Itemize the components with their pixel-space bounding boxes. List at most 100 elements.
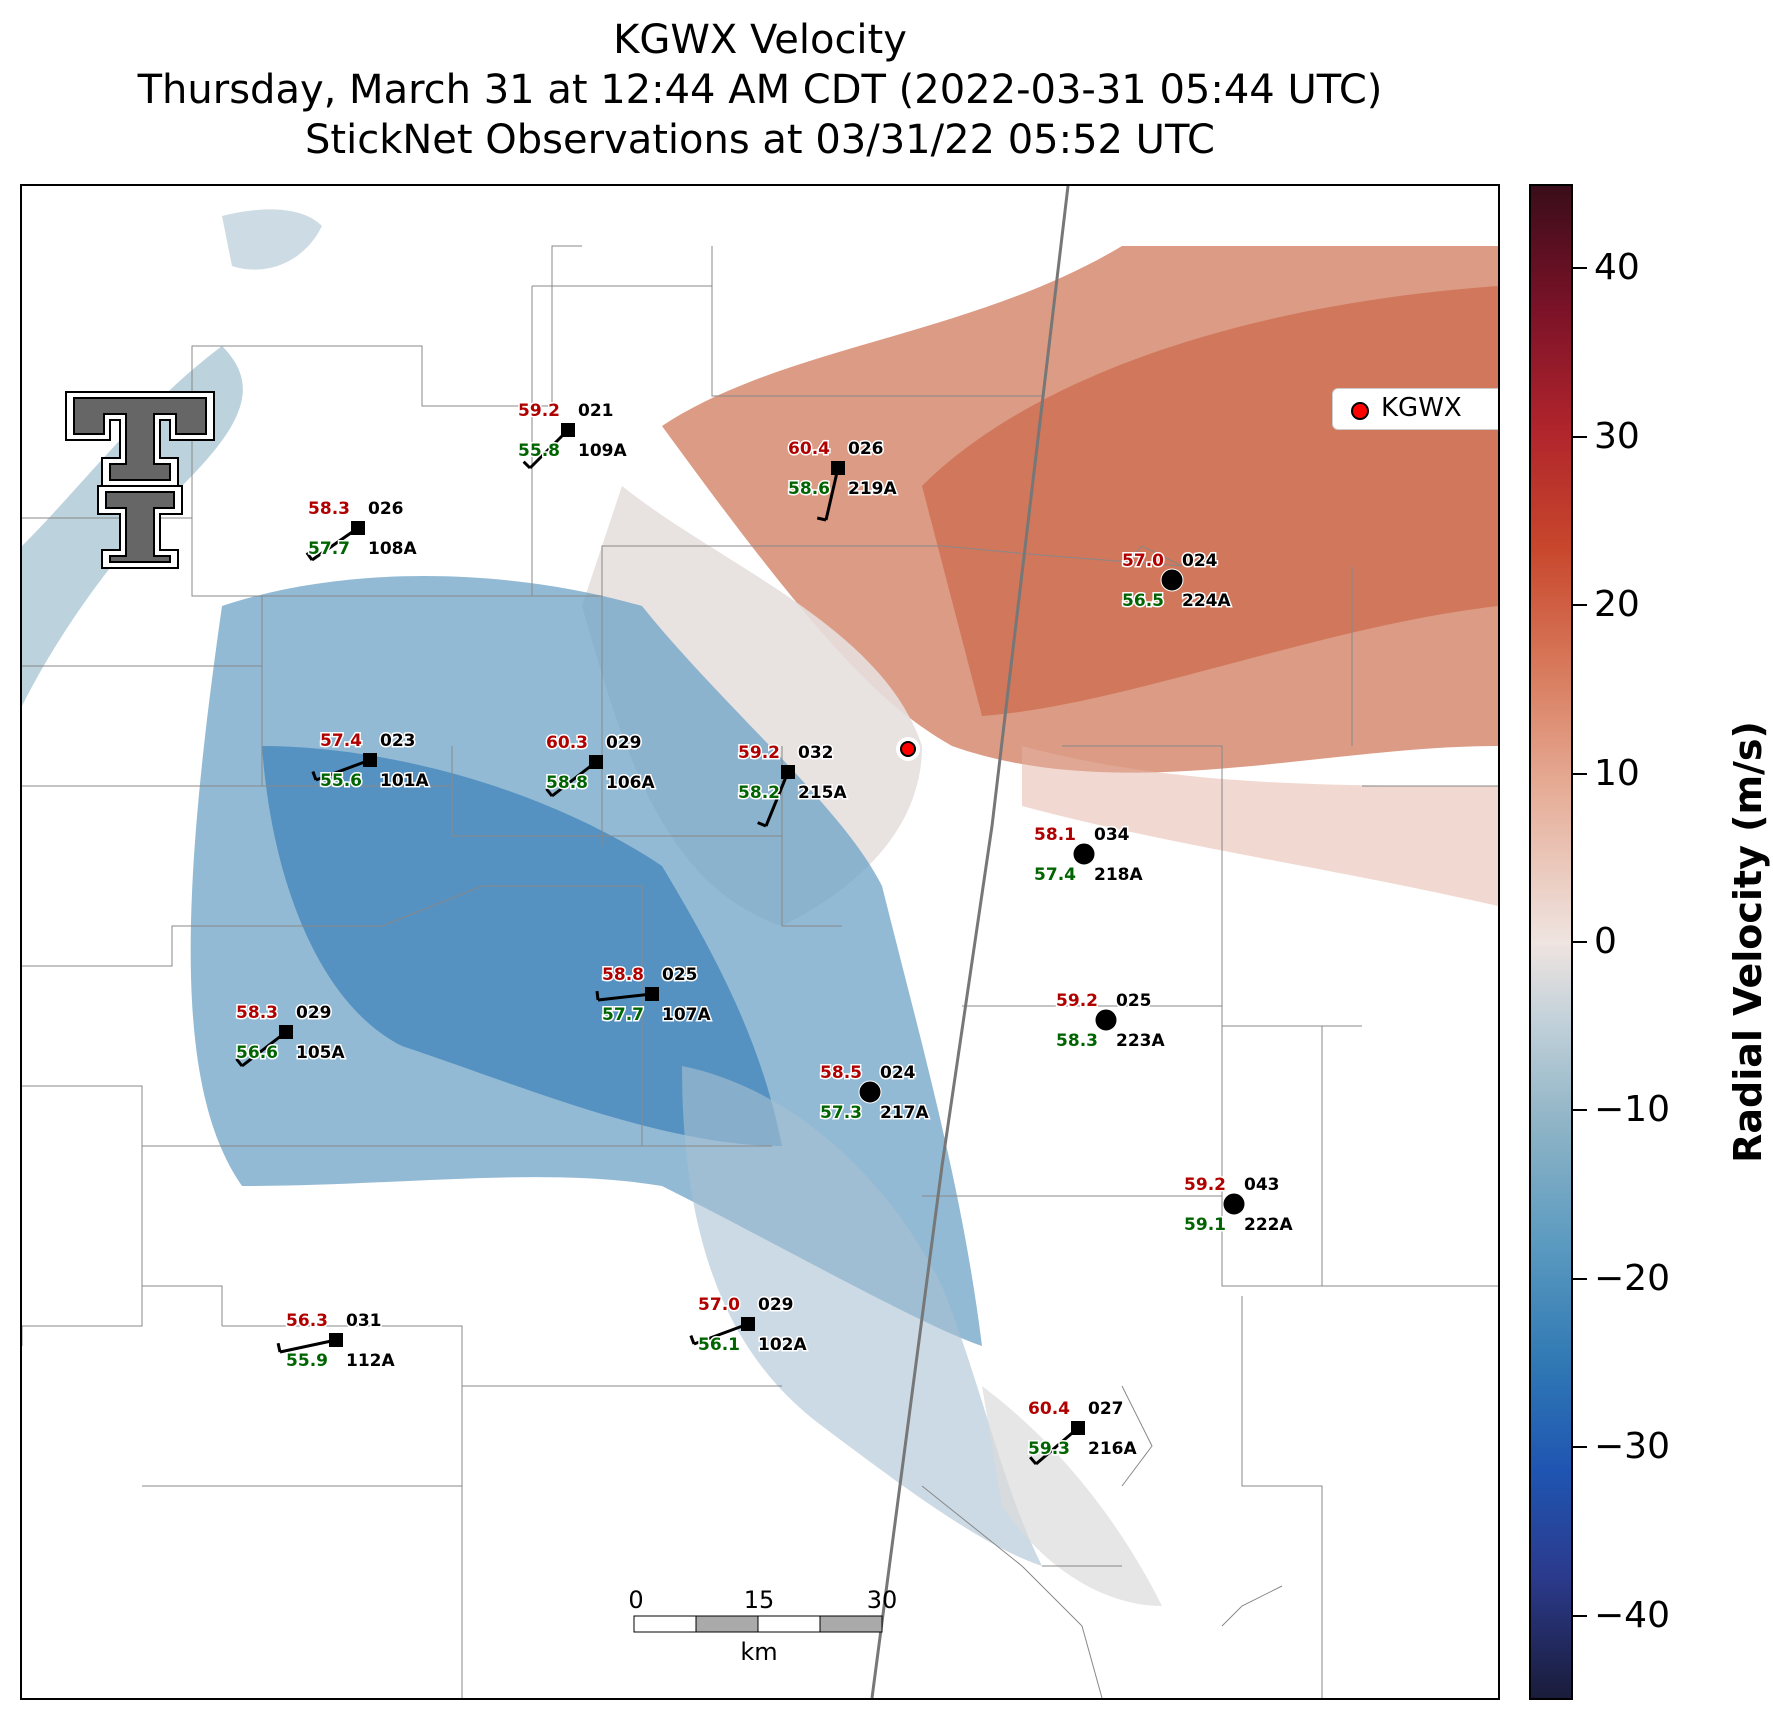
- station-107A: 58.8 025 57.7 107A: [595, 964, 713, 1027]
- colorbar-tick-label: 30: [1594, 415, 1640, 457]
- station-dewpoint: 57.7: [308, 539, 350, 559]
- station-222A: 59.2 043 59.1 222A: [1183, 1174, 1295, 1237]
- station-id: 218A: [1094, 865, 1143, 885]
- station-id: 106A: [606, 773, 655, 793]
- station-id: 217A: [880, 1103, 929, 1123]
- station-109A: 59.2 021 55.8 109A: [517, 400, 629, 470]
- wind-barb-flag-icon: [235, 1057, 244, 1067]
- station-wind-direction: 029: [606, 733, 642, 753]
- colorbar-tick: [1573, 1446, 1587, 1449]
- station-224A: 57.0 024 56.5 224A: [1121, 550, 1233, 613]
- station-dewpoint: 55.6: [320, 771, 362, 791]
- colorbar-tick-label: −20: [1594, 1257, 1670, 1299]
- colorbar-tick-label: 20: [1594, 584, 1640, 626]
- legend-radar-label: KGWX: [1381, 393, 1462, 423]
- station-id: 105A: [296, 1043, 345, 1063]
- station-temperature: 59.2: [1184, 1175, 1226, 1195]
- station-temperature: 58.3: [308, 499, 350, 519]
- chart-subtitle-time: Thursday, March 31 at 12:44 AM CDT (2022…: [137, 67, 1383, 113]
- station-217A: 58.5 024 57.3 217A: [819, 1062, 931, 1125]
- station-temperature: 60.3: [546, 733, 588, 753]
- station-temperature: 60.4: [1028, 1399, 1070, 1419]
- station-temperature: 57.0: [1122, 551, 1164, 571]
- station-dewpoint: 59.3: [1028, 1439, 1070, 1459]
- station-id: 222A: [1244, 1215, 1293, 1235]
- legend-radar-marker-icon: [1351, 402, 1369, 420]
- station-dewpoint: 58.8: [546, 773, 588, 793]
- station-216A: 60.4 027 59.3 216A: [1027, 1398, 1139, 1466]
- station-id: 224A: [1182, 591, 1231, 611]
- radar-map-canvas: 59.2 021 55.8 109A 60.4 026 58.6 219A 58.3 026 57.…: [22, 186, 1498, 1698]
- station-112A: 56.3 031 55.9 112A: [276, 1310, 397, 1373]
- wind-barb-flag-icon: [276, 1342, 282, 1353]
- wind-barb-flag-icon: [545, 787, 554, 797]
- colorbar-tick-label: 0: [1594, 921, 1617, 962]
- station-square-marker-icon: [351, 521, 365, 535]
- scale-label-15: 15: [744, 1586, 775, 1614]
- wind-barb-icon: [693, 1322, 749, 1346]
- station-id: 215A: [798, 783, 847, 803]
- station-wind-direction: 025: [662, 965, 698, 985]
- station-wind-direction: 029: [296, 1003, 332, 1023]
- colorbar-tick: [1573, 1277, 1587, 1280]
- state-boundary-line: [870, 186, 1070, 1698]
- wind-barb-icon: [824, 467, 840, 521]
- station-dewpoint: 56.6: [236, 1043, 278, 1063]
- colorbar-tick-label: 10: [1594, 752, 1640, 794]
- county-boundaries: [22, 245, 1498, 1698]
- map-legend: KGWX: [1332, 388, 1498, 430]
- colorbar-tick: [1573, 772, 1587, 775]
- station-temperature: 57.0: [698, 1295, 740, 1315]
- station-circle-marker-icon: [1094, 1008, 1118, 1032]
- wind-barb-flag-icon: [305, 551, 314, 561]
- scale-label-0: 0: [628, 1586, 643, 1614]
- colorbar-tick: [1573, 1614, 1587, 1617]
- station-wind-direction: 023: [380, 731, 416, 751]
- wind-barb-flag-icon: [689, 1335, 696, 1345]
- scale-bar-segment-3: [757, 1615, 821, 1633]
- colorbar-tick-label: −10: [1594, 1089, 1670, 1131]
- station-wind-direction: 026: [848, 439, 884, 459]
- station-dewpoint: 57.4: [1034, 865, 1076, 885]
- station-square-marker-icon: [589, 755, 603, 769]
- wind-barb-flag-icon: [1029, 1456, 1038, 1465]
- station-wind-direction: 024: [880, 1063, 916, 1083]
- station-wind-direction: 034: [1094, 825, 1130, 845]
- wind-barb-icon: [241, 1030, 287, 1068]
- station-wind-direction: 031: [346, 1311, 382, 1331]
- station-218A: 58.1 034 57.4 218A: [1033, 824, 1145, 887]
- station-106A: 60.3 029 58.8 106A: [545, 732, 657, 798]
- station-wind-direction: 024: [1182, 551, 1218, 571]
- colorbar-tick: [1573, 941, 1587, 943]
- station-id: 112A: [346, 1351, 395, 1371]
- colorbar-tick: [1573, 1109, 1587, 1112]
- wind-barb-icon: [315, 758, 371, 782]
- station-id: 107A: [662, 1005, 711, 1025]
- station-wind-direction: 029: [758, 1295, 794, 1315]
- scale-bar-segment-4: [819, 1615, 883, 1633]
- station-dewpoint: 58.2: [738, 783, 780, 803]
- station-id: 108A: [368, 539, 417, 559]
- station-square-marker-icon: [645, 987, 659, 1001]
- station-temperature: 57.4: [320, 731, 362, 751]
- station-wind-direction: 025: [1116, 991, 1152, 1011]
- station-dewpoint: 56.1: [698, 1335, 740, 1355]
- colorbar-tick-label: −30: [1594, 1426, 1670, 1468]
- station-id: 223A: [1116, 1031, 1165, 1051]
- station-dewpoint: 58.6: [788, 479, 830, 499]
- station-square-marker-icon: [363, 753, 377, 767]
- station-circle-marker-icon: [858, 1080, 882, 1104]
- radar-site-marker: [900, 741, 916, 757]
- colorbar-tick: [1573, 267, 1587, 270]
- wind-barb-icon: [764, 771, 790, 827]
- station-square-marker-icon: [741, 1317, 755, 1331]
- station-108A: 58.3 026 57.7 108A: [305, 498, 419, 562]
- station-temperature: 58.1: [1034, 825, 1076, 845]
- station-temperature: 56.3: [286, 1311, 328, 1331]
- wind-barb-icon: [551, 760, 597, 798]
- station-dewpoint: 55.8: [518, 441, 560, 461]
- station-id: 102A: [758, 1335, 807, 1355]
- station-id: 219A: [848, 479, 897, 499]
- station-dewpoint: 58.3: [1056, 1031, 1098, 1051]
- station-square-marker-icon: [279, 1025, 293, 1039]
